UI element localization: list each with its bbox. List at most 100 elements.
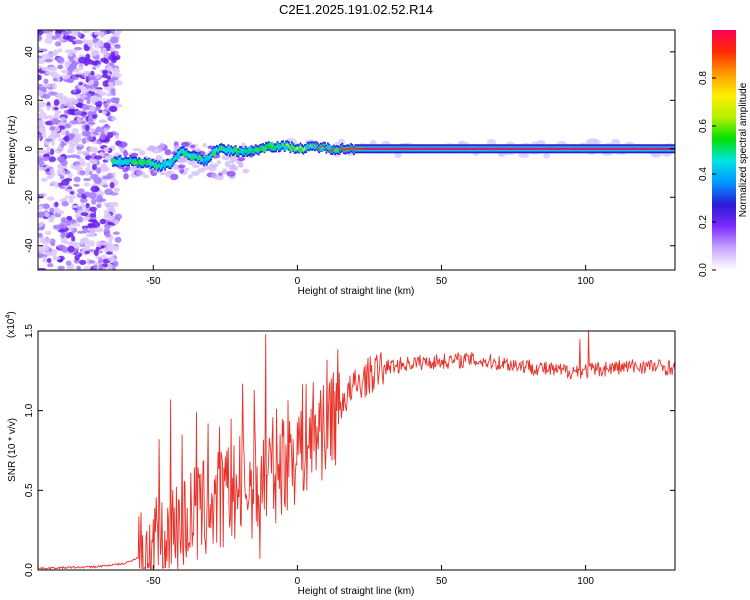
noise-blob	[114, 236, 122, 243]
ridge-core	[517, 147, 520, 150]
ridge-core	[461, 147, 463, 150]
ridge-core	[599, 147, 602, 150]
noise-blob	[178, 164, 186, 169]
ridge-core	[580, 147, 583, 150]
ridge-core	[540, 147, 543, 150]
noise-blob	[74, 39, 84, 45]
noise-blob	[109, 36, 119, 44]
ridge-core	[547, 147, 550, 150]
noise-blob	[80, 160, 87, 167]
ridge-core	[548, 147, 551, 150]
noise-blob	[60, 232, 66, 239]
ridge-core	[437, 147, 440, 150]
ridge-core	[420, 147, 423, 150]
ridge-core	[384, 147, 387, 150]
ridge-core	[659, 147, 662, 150]
ridge-core	[499, 147, 502, 150]
ridge-core	[615, 147, 618, 150]
noise-blob	[103, 86, 112, 91]
noise-blob	[113, 187, 120, 194]
ridge-core	[289, 147, 292, 150]
noise-blob	[46, 257, 52, 264]
noise-blob	[103, 102, 109, 109]
ridge-core	[489, 147, 492, 150]
ridge-core	[172, 159, 175, 162]
ridge-core	[511, 147, 514, 150]
noise-blob	[88, 79, 96, 85]
ridge-core	[633, 147, 636, 150]
noise-blob	[112, 231, 120, 235]
noise-blob	[103, 147, 110, 152]
ridge-core	[569, 147, 571, 150]
ridge-core	[609, 147, 612, 150]
ridge-core	[449, 147, 452, 150]
ridge-core	[629, 147, 632, 150]
ridge-core	[468, 147, 471, 150]
ridge-core	[576, 147, 579, 150]
snr-x-ticks: -50 0 50 100	[146, 565, 594, 587]
ridge-core	[570, 147, 573, 150]
noise-blob	[81, 103, 89, 111]
ridge-core	[485, 147, 488, 150]
noise-blob	[38, 120, 45, 127]
ridge-core	[364, 147, 367, 150]
noise-blob	[60, 237, 67, 244]
noise-blob	[93, 264, 98, 270]
colorbar: 0.0 0.2 0.4 0.6 0.8 Normalized spectral ampl…	[698, 30, 749, 277]
ridge-core	[273, 146, 276, 150]
noise-blob	[102, 111, 107, 115]
ridge-core	[361, 147, 364, 150]
noise-blob	[74, 56, 79, 63]
noise-blob	[65, 123, 71, 128]
ridge-core	[161, 165, 164, 168]
noise-blob	[62, 35, 71, 40]
noise-blob	[64, 49, 73, 54]
noise-blob	[60, 140, 65, 148]
ridge-knot	[139, 158, 145, 164]
noise-blob	[202, 142, 207, 148]
ridge-core	[466, 147, 469, 150]
noise-blob	[211, 172, 217, 179]
noise-blob	[103, 227, 111, 235]
ridge-core	[374, 147, 377, 150]
noise-blob	[46, 146, 51, 152]
noise-blob	[70, 263, 75, 268]
noise-blob	[110, 88, 116, 95]
ridge-core	[143, 160, 146, 164]
noise-blob	[87, 227, 94, 231]
noise-blob	[101, 263, 108, 268]
ridge-core	[432, 147, 434, 150]
ridge-core	[566, 147, 569, 150]
noise-blob	[54, 120, 61, 124]
noise-blob	[105, 125, 111, 129]
noise-blob	[44, 37, 53, 45]
ridge-core	[239, 149, 241, 152]
ridge-core	[360, 147, 362, 150]
noise-blob	[46, 174, 54, 179]
noise-blob	[90, 198, 97, 205]
noise-blob	[59, 185, 65, 189]
noise-blob	[208, 165, 217, 172]
noise-blob	[89, 88, 98, 92]
ridge-core	[662, 147, 665, 150]
snr-x-tick-label: 0	[295, 576, 301, 587]
snr-y-tick-label: 0.0	[24, 563, 35, 577]
noise-blob	[70, 154, 79, 158]
noise-blob	[53, 112, 60, 119]
ridge-core	[450, 147, 453, 150]
ridge-core	[388, 147, 391, 150]
ridge-core	[564, 147, 567, 150]
noise-blob	[87, 121, 96, 126]
ridge-core	[626, 147, 629, 150]
noise-blob	[100, 57, 108, 63]
ridge-core	[247, 150, 250, 153]
noise-blob	[98, 257, 103, 264]
ridge-core	[458, 147, 460, 150]
ridge-core	[439, 147, 442, 150]
noise-blob	[68, 142, 76, 149]
noise-blob	[49, 214, 56, 221]
noise-blob	[103, 52, 110, 59]
ridge-core	[348, 148, 351, 151]
noise-blob	[110, 50, 116, 57]
ridge-core	[582, 147, 584, 150]
